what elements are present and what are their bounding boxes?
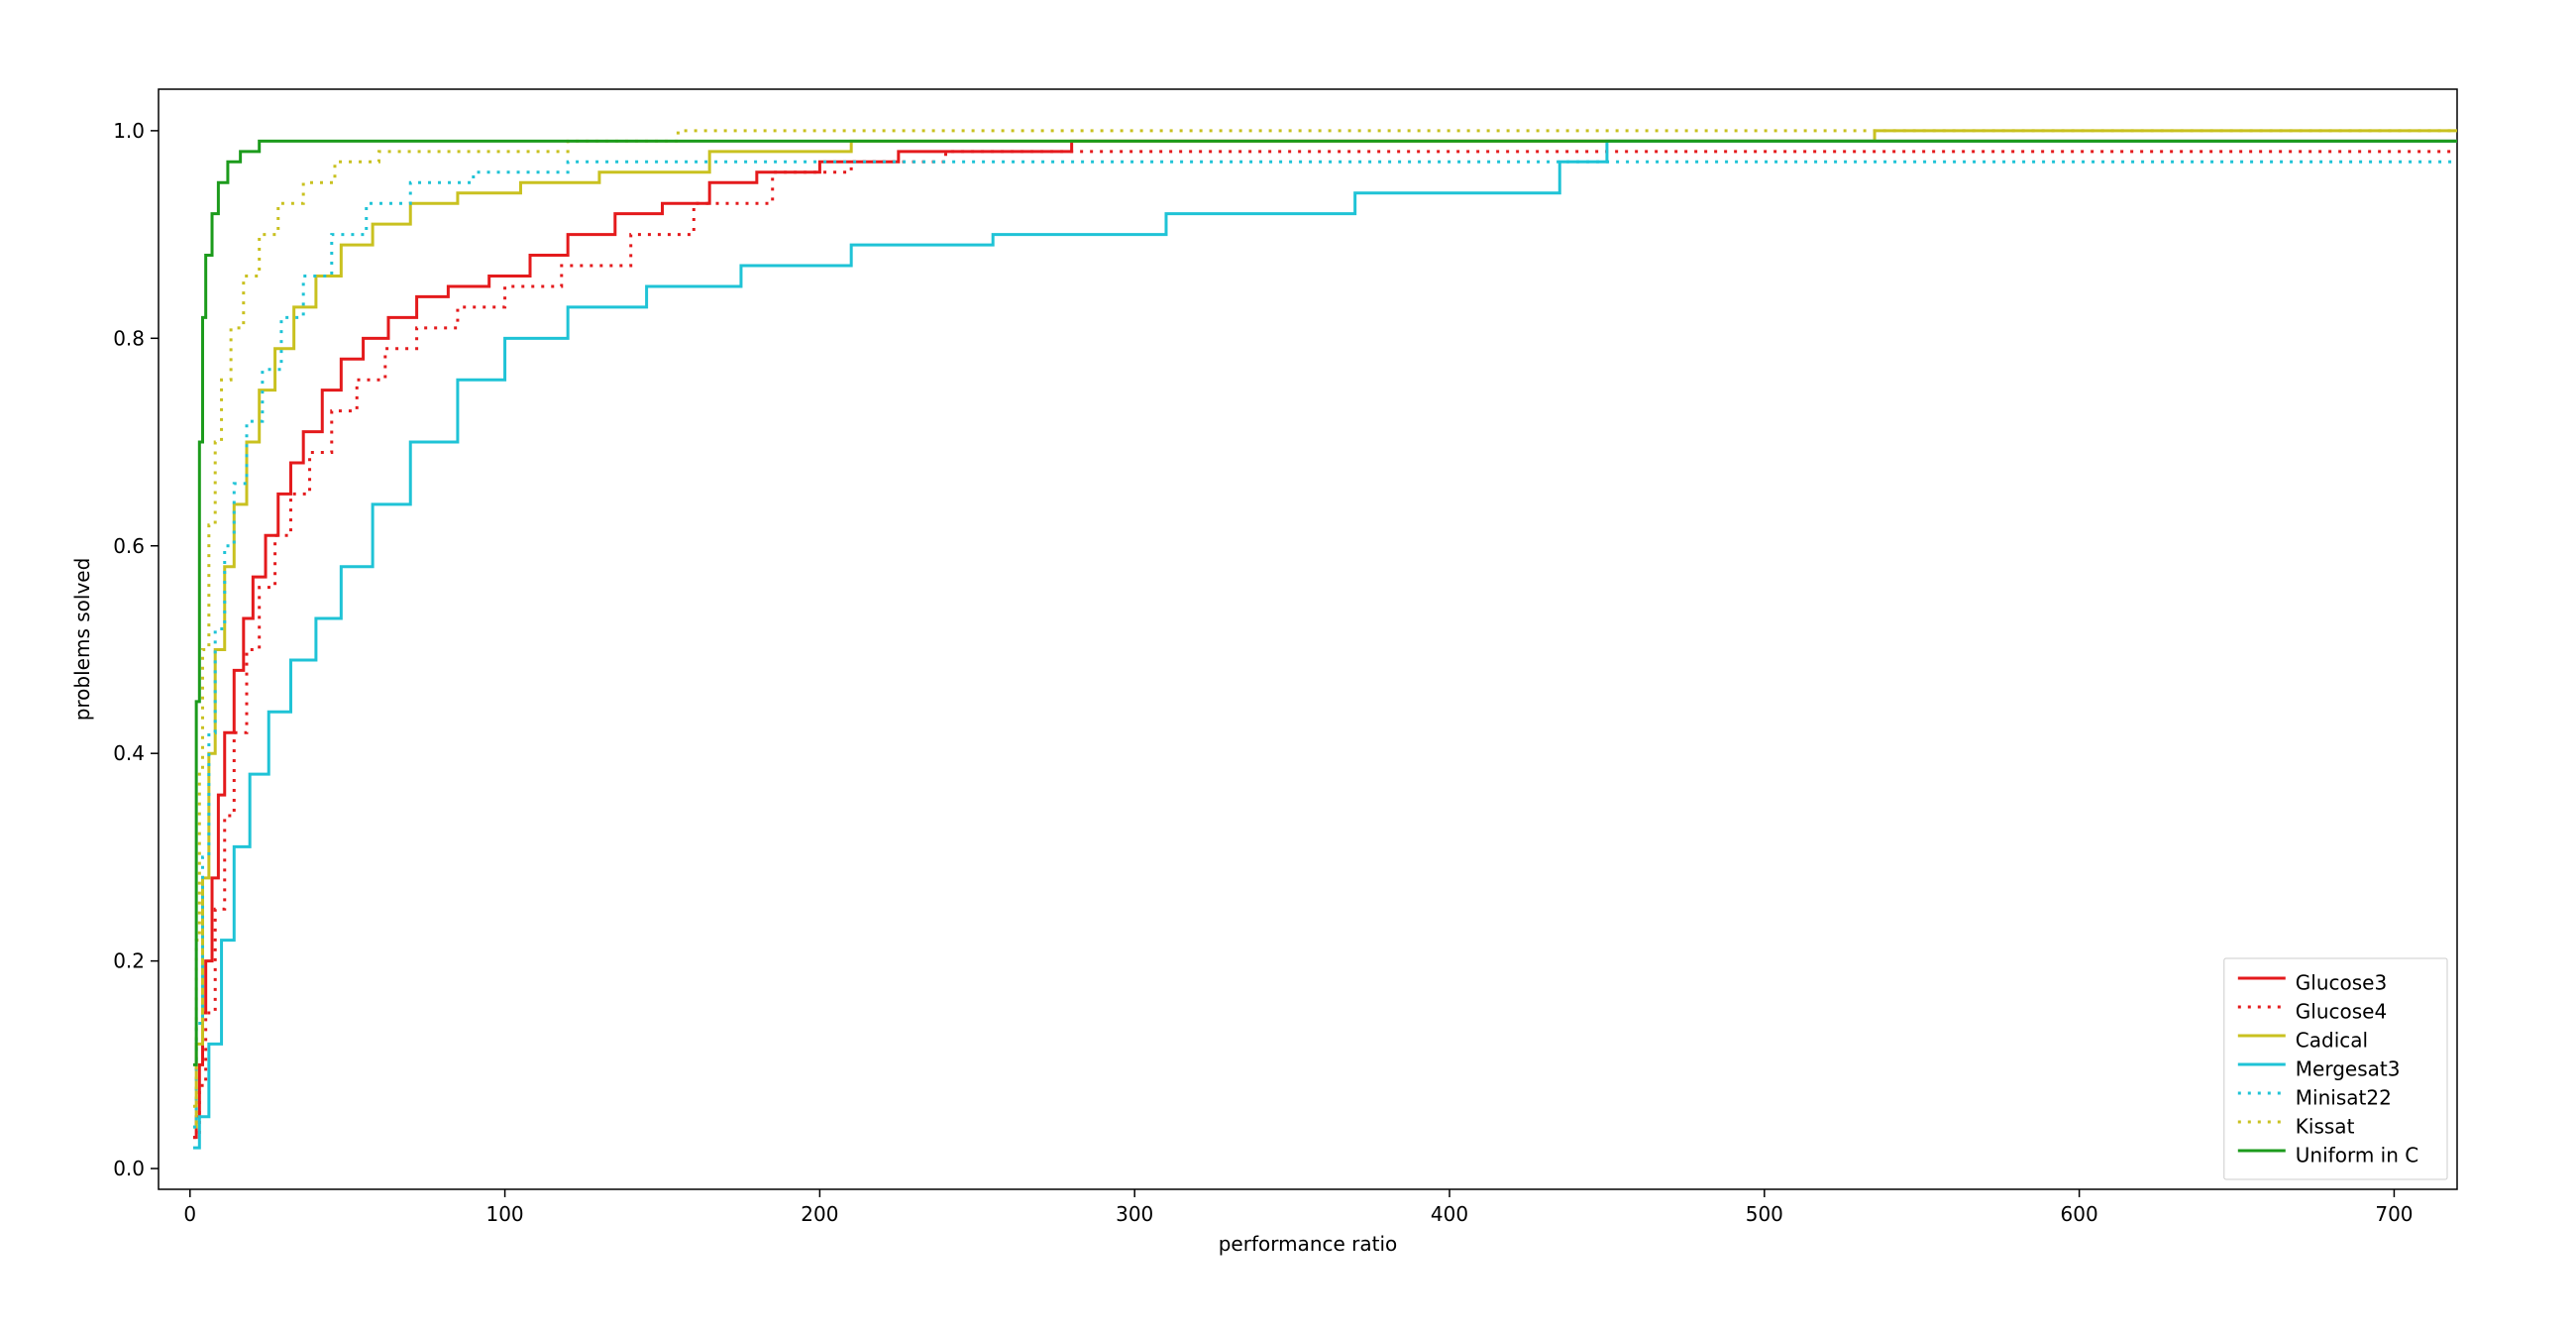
legend: Glucose3 Glucose4 Cadical Mergesat3 Minisat2…: [2224, 958, 2447, 1179]
legend-label: Glucose3: [2296, 970, 2387, 994]
x-tick-label: 0: [183, 1202, 196, 1226]
x-tick-label: 200: [801, 1202, 838, 1226]
legend-label: Cadical: [2296, 1028, 2368, 1052]
legend-label: Kissat: [2296, 1114, 2355, 1138]
performance-profile-chart: 0 100 200 300 400 500 600 700 performance ratio 0…: [0, 0, 2576, 1334]
y-tick-label: 0.2: [113, 949, 145, 973]
x-tick-label: 700: [2375, 1202, 2413, 1226]
y-axis-label: problems solved: [70, 558, 94, 722]
legend-label: Mergesat3: [2296, 1056, 2401, 1080]
chart-background: [0, 0, 2576, 1334]
y-tick-label: 0.0: [113, 1157, 145, 1180]
x-tick-label: 100: [485, 1202, 523, 1226]
legend-label: Minisat22: [2296, 1085, 2392, 1109]
x-tick-label: 300: [1116, 1202, 1153, 1226]
y-tick-label: 1.0: [113, 119, 145, 143]
y-tick-label: 0.8: [113, 326, 145, 350]
y-tick-label: 0.6: [113, 534, 145, 558]
y-tick-label: 0.4: [113, 741, 145, 765]
x-axis-label: performance ratio: [1219, 1232, 1398, 1256]
legend-label: Glucose4: [2296, 999, 2387, 1023]
x-tick-label: 600: [2061, 1202, 2098, 1226]
legend-label: Uniform in C: [2296, 1143, 2418, 1167]
x-tick-label: 400: [1431, 1202, 1468, 1226]
x-tick-label: 500: [1746, 1202, 1783, 1226]
chart-svg: 0 100 200 300 400 500 600 700 performance ratio 0…: [0, 0, 2576, 1334]
